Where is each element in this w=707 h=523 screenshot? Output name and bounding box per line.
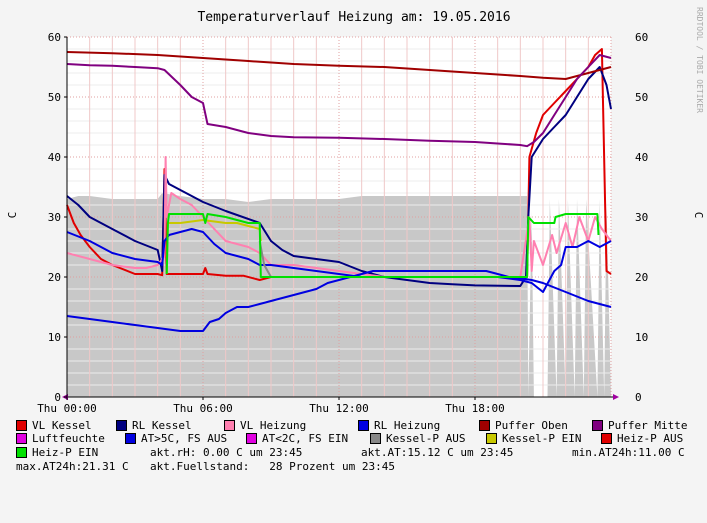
legend-swatch — [224, 420, 235, 431]
legend-label: Luftfeuchte — [32, 432, 105, 445]
legend-item-heiz-p-ein: Heiz-P EIN — [16, 446, 98, 459]
legend-label: RL Heizung — [374, 419, 441, 432]
series-line-rl-heizung — [66, 228, 612, 293]
legend-row-3: Heiz-P EIN akt.rH: 0.00 C um 23:45 akt.A… — [16, 446, 685, 511]
x-tick-label: Thu 18:00 — [445, 402, 505, 415]
info-row-4: max.AT24h:21.31 C akt.Fuellstand: 28 Pro… — [16, 460, 395, 499]
y-tick-label-right: 0 — [635, 391, 642, 404]
legend-label: Kessel-P AUS — [386, 432, 466, 445]
legend-swatch — [358, 420, 369, 431]
legend-swatch — [246, 433, 257, 444]
y-tick-label-right: 40 — [635, 151, 648, 164]
legend-row-1: VL Kessel RL Kessel VL Heizung RL Heizun… — [16, 419, 687, 510]
series-line-vl-heizung — [66, 156, 612, 278]
legend-label: VL Kessel — [32, 419, 92, 432]
y-tick-label-left: 60 — [48, 31, 61, 44]
legend-swatch — [601, 433, 612, 444]
legend-item-kessel-p-aus: Kessel-P AUS — [370, 432, 465, 445]
legend-item-heiz-p-aus: Heiz-P AUS — [601, 432, 683, 445]
legend-swatch — [16, 447, 27, 458]
info-fuellstand: akt.Fuellstand: 28 Prozent um 23:45 — [150, 460, 396, 473]
legend-label: Puffer Mitte — [608, 419, 688, 432]
legend-swatch — [125, 433, 136, 444]
legend-item-vl-kessel: VL Kessel — [16, 419, 92, 432]
x-tick-label: Thu 06:00 — [173, 402, 233, 415]
legend-item-vl-heizung: VL Heizung — [224, 419, 306, 432]
series-line-puffer-mitte — [66, 54, 612, 148]
watermark: RRDTOOL / TOBI OETIKER — [695, 7, 704, 113]
legend-item-at-gt5: AT>5C, FS AUS — [125, 432, 227, 445]
legend-item-luftfeuchte: Luftfeuchte — [16, 432, 105, 445]
info-max-at: max.AT24h:21.31 C — [16, 460, 129, 473]
y-tick-label-right: 20 — [635, 271, 648, 284]
series-layer — [66, 48, 612, 332]
legend-label: Heiz-P EIN — [32, 446, 99, 459]
legend-swatch — [16, 433, 27, 444]
legend-item-at-lt2: AT<2C, FS EIN — [246, 432, 348, 445]
legend-item-kessel-p-ein: Kessel-P EIN — [486, 432, 581, 445]
chart-title: Temperaturverlauf Heizung am: 19.05.2016 — [197, 10, 510, 25]
legend-label: RL Kessel — [132, 419, 192, 432]
legend-item-puffer-mitte: Puffer Mitte — [592, 419, 687, 432]
legend-label: Puffer Oben — [495, 419, 568, 432]
info-akt-rh: akt.rH: 0.00 C um 23:45 — [150, 446, 303, 459]
y-tick-label-left: 40 — [48, 151, 61, 164]
y-tick-label-right: 50 — [635, 91, 648, 104]
legend-label: VL Heizung — [240, 419, 307, 432]
series-line-rl-kessel — [66, 66, 612, 287]
axes: 0 0 10 10 20 20 30 30 40 40 50 50 60 60 Thu 00:00 Thu 0… — [37, 31, 648, 415]
legend-item-rl-kessel: RL Kessel — [116, 419, 192, 432]
legend-swatch — [16, 420, 27, 431]
y-tick-label-left: 30 — [48, 211, 61, 224]
x-tick-label: Thu 12:00 — [309, 402, 369, 415]
legend-swatch — [486, 433, 497, 444]
y-tick-label-left: 20 — [48, 271, 61, 284]
y-tick-label-right: 10 — [635, 331, 648, 344]
y-tick-label-right: 30 — [635, 211, 648, 224]
legend-label: AT<2C, FS EIN — [262, 432, 349, 445]
series-line-vl-kessel — [66, 48, 612, 281]
y-axis-label-left: C — [6, 212, 19, 219]
legend-item-puffer-oben: Puffer Oben — [479, 419, 568, 432]
legend-item-rl-heizung: RL Heizung — [358, 419, 440, 432]
series-line-heiz-p-ein — [165, 213, 600, 278]
info-akt-at: akt.AT:15.12 C um 23:45 — [361, 446, 514, 459]
y-axis-label-right: C — [692, 212, 705, 219]
legend-swatch — [479, 420, 490, 431]
legend-label: AT>5C, FS AUS — [141, 432, 228, 445]
legend-swatch — [370, 433, 381, 444]
legend-swatch — [116, 420, 127, 431]
legend-label: Heiz-P AUS — [617, 432, 684, 445]
series-line-kessel-p-ein — [165, 219, 262, 275]
info-min-at: min.AT24h:11.00 C — [572, 446, 685, 459]
y-tick-label-left: 0 — [54, 391, 61, 404]
y-tick-label-right: 60 — [635, 31, 648, 44]
legend-row-2: Luftfeuchte AT>5C, FS AUS AT<2C, FS EIN … — [16, 432, 683, 523]
legend-label: Kessel-P EIN — [502, 432, 582, 445]
x-tick-label: Thu 00:00 — [37, 402, 97, 415]
chart: Temperaturverlauf Heizung am: 19.05.2016… — [6, 7, 705, 415]
legend-swatch — [592, 420, 603, 431]
y-tick-label-left: 50 — [48, 91, 61, 104]
y-tick-label-left: 10 — [48, 331, 61, 344]
x-axis-arrow — [613, 394, 619, 400]
